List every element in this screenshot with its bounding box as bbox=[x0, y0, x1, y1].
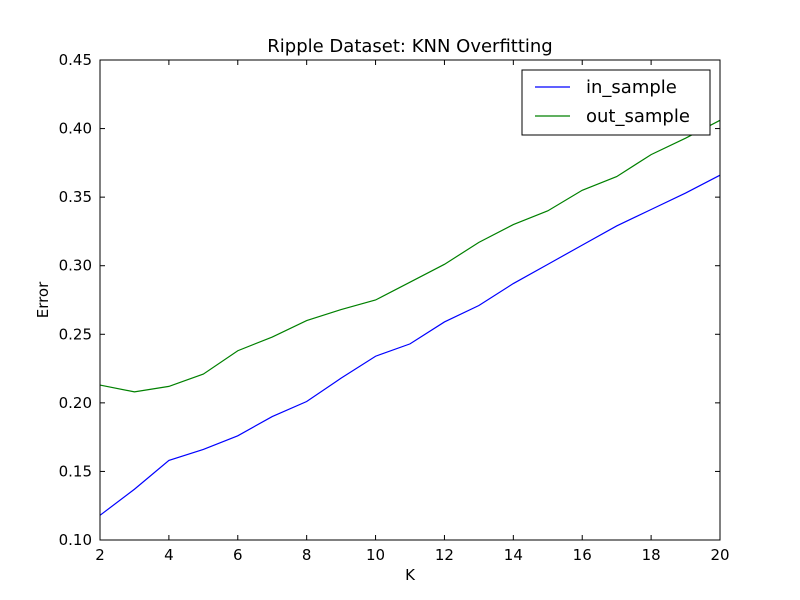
x-tick-label: 8 bbox=[302, 546, 312, 564]
y-tick-label: 0.10 bbox=[59, 531, 92, 549]
x-tick-label: 6 bbox=[233, 546, 243, 564]
y-axis-label: Error bbox=[34, 281, 52, 318]
x-axis-label: K bbox=[405, 566, 416, 584]
y-tick-label: 0.40 bbox=[59, 120, 92, 138]
x-tick-label: 16 bbox=[573, 546, 592, 564]
x-tick-label: 18 bbox=[642, 546, 661, 564]
y-tick-label: 0.25 bbox=[59, 325, 92, 343]
x-tick-label: 20 bbox=[710, 546, 729, 564]
axes-frame bbox=[99, 59, 721, 541]
legend-label-in-sample: in_sample bbox=[586, 77, 677, 98]
series-line-in-sample bbox=[99, 174, 721, 516]
x-tick-label: 14 bbox=[504, 546, 523, 564]
series-line-out-sample bbox=[99, 119, 721, 393]
legend: in_sample out_sample bbox=[521, 69, 711, 136]
y-axis: 0.10 0.15 0.20 0.25 0.30 0.35 0.40 0.45 bbox=[59, 51, 720, 549]
chart-title: Ripple Dataset: KNN Overfitting bbox=[267, 36, 552, 57]
y-tick-label: 0.45 bbox=[59, 51, 92, 69]
x-axis: 2 4 6 8 10 12 14 16 18 20 bbox=[95, 60, 730, 564]
y-tick-label: 0.15 bbox=[59, 462, 92, 480]
x-tick-label: 12 bbox=[435, 546, 454, 564]
x-tick-label: 10 bbox=[366, 546, 385, 564]
y-tick-label: 0.35 bbox=[59, 188, 92, 206]
legend-label-out-sample: out_sample bbox=[586, 106, 690, 127]
x-tick-label: 2 bbox=[95, 546, 105, 564]
y-tick-label: 0.30 bbox=[59, 257, 92, 275]
plot-area bbox=[99, 119, 721, 516]
x-tick-label: 4 bbox=[164, 546, 174, 564]
legend-box bbox=[521, 69, 711, 136]
y-tick-label: 0.20 bbox=[59, 394, 92, 412]
